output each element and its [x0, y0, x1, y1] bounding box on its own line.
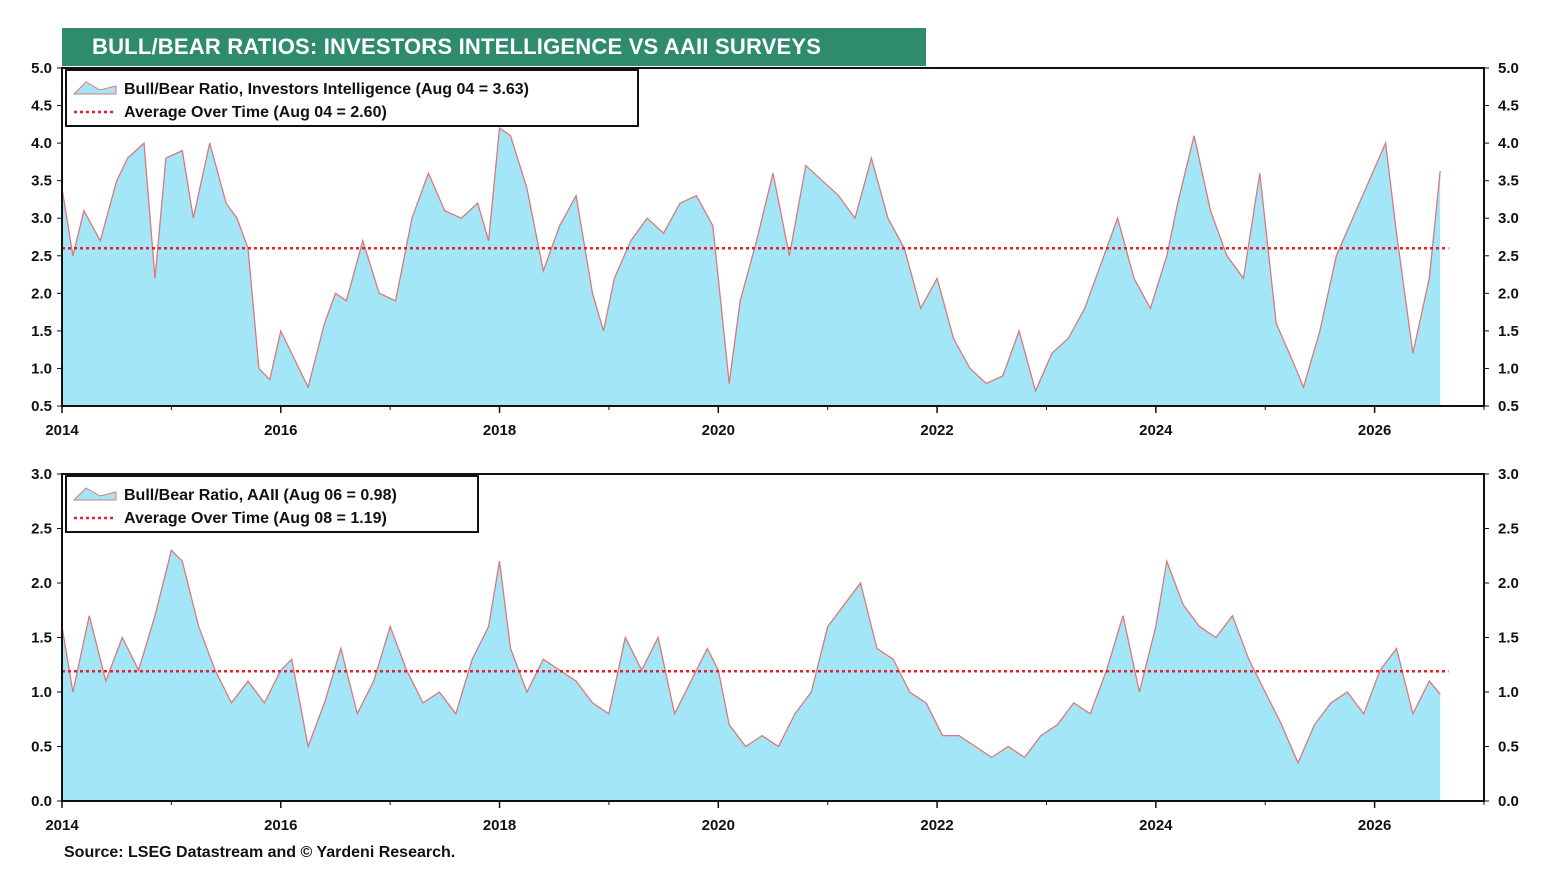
y-tick-label-left: 3.0: [31, 210, 52, 227]
x-tick-label: 2016: [264, 817, 297, 834]
y-tick-label-right: 4.5: [1498, 98, 1519, 115]
area-fill-series: [62, 550, 1441, 801]
y-tick-label-right: 3.0: [1498, 210, 1519, 227]
y-tick-label-right: 1.5: [1498, 323, 1519, 340]
legend-swatch-area: [72, 81, 117, 95]
y-tick-label-left: 0.5: [31, 398, 52, 415]
x-tick-label: 2014: [45, 422, 79, 439]
x-tick-label: 2026: [1358, 817, 1391, 834]
plot-frame: [61, 67, 1485, 407]
y-tick-label-left: 4.5: [31, 98, 52, 115]
y-tick-label-right: 3.5: [1498, 173, 1519, 190]
y-tick-label-left: 1.5: [31, 630, 52, 647]
x-tick-label: 2018: [483, 817, 516, 834]
y-tick-label-right: 2.0: [1498, 575, 1519, 592]
x-tick-label: 2018: [483, 422, 516, 439]
series-line: [61, 126, 1441, 393]
y-tick-label-left: 2.0: [31, 285, 52, 302]
series-line: [61, 549, 1441, 765]
y-tick-label-left: 3.0: [31, 466, 52, 483]
y-tick-label-right: 4.0: [1498, 135, 1519, 152]
legend-label-average: Average Over Time (Aug 08 = 1.19): [124, 510, 387, 527]
area-fill-series: [62, 128, 1441, 406]
y-tick-label-right: 3.0: [1498, 466, 1519, 483]
x-tick-label: 2026: [1358, 422, 1391, 439]
y-tick-label-left: 0.0: [31, 793, 52, 810]
x-tick-label: 2022: [920, 422, 953, 439]
y-tick-label-right: 1.0: [1498, 684, 1519, 701]
x-tick-label: 2020: [702, 422, 735, 439]
y-tick-label-left: 3.5: [31, 173, 52, 190]
investors-intelligence-chart: 0.5 0.5 1.0 1.0 1.5 1.5 2.0 2.0 2.5 2.5 3.0 3.0 3.5 3…: [31, 60, 1519, 439]
y-tick-label-left: 2.5: [31, 521, 52, 538]
y-tick-label-right: 2.0: [1498, 285, 1519, 302]
x-tick-label: 2022: [920, 817, 953, 834]
y-tick-label-left: 1.0: [31, 360, 52, 377]
x-tick-label: 2024: [1139, 422, 1173, 439]
legend-swatch-area: [72, 487, 117, 501]
legend-box: [65, 69, 639, 127]
y-tick-label-left: 1.0: [31, 684, 52, 701]
y-tick-label-left: 2.5: [31, 248, 52, 265]
chart-title: BULL/BEAR RATIOS: INVESTORS INTELLIGENCE…: [62, 28, 926, 66]
y-tick-label-left: 1.5: [31, 323, 52, 340]
y-tick-label-left: 4.0: [31, 135, 52, 152]
legend-label-series: Bull/Bear Ratio, AAII (Aug 06 = 0.98): [124, 487, 397, 504]
legend-box: [65, 475, 479, 533]
y-tick-label-right: 0.0: [1498, 793, 1519, 810]
y-tick-label-left: 2.0: [31, 575, 52, 592]
y-tick-label-left: 0.5: [31, 739, 52, 756]
y-tick-label-right: 1.0: [1498, 360, 1519, 377]
legend-label-series: Bull/Bear Ratio, Investors Intelligence …: [124, 81, 529, 98]
y-tick-label-right: 2.5: [1498, 248, 1519, 265]
x-tick-label: 2014: [45, 817, 79, 834]
aaii-chart: 0.0 0.0 0.5 0.5 1.0 1.0 1.5 1.5 2.0 2.0 2.5 2.5 3.0 3…: [31, 466, 1519, 834]
source-note: Source: LSEG Datastream and © Yardeni Re…: [64, 844, 456, 861]
legend-label-average: Average Over Time (Aug 04 = 2.60): [124, 104, 387, 121]
y-tick-label-right: 0.5: [1498, 739, 1519, 756]
y-tick-label-right: 2.5: [1498, 521, 1519, 538]
x-tick-label: 2020: [702, 817, 735, 834]
y-tick-label-right: 0.5: [1498, 398, 1519, 415]
x-tick-label: 2024: [1139, 817, 1173, 834]
x-tick-label: 2016: [264, 422, 297, 439]
y-tick-label-left: 5.0: [31, 60, 52, 77]
y-tick-label-right: 5.0: [1498, 60, 1519, 77]
y-tick-label-right: 1.5: [1498, 630, 1519, 647]
